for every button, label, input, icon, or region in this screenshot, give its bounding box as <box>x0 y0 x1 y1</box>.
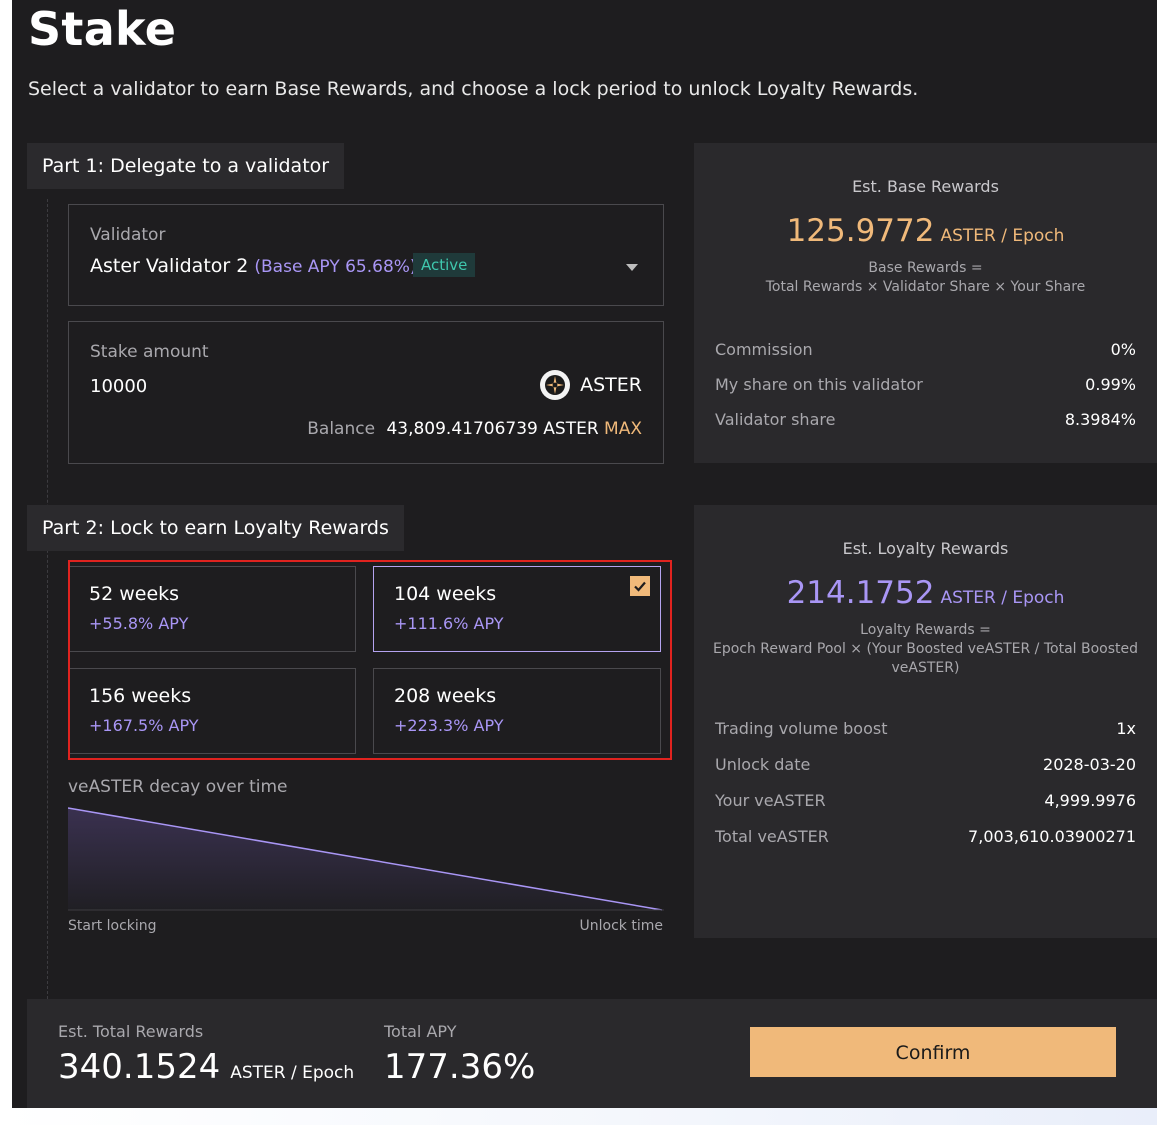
row-label: Validator share <box>715 410 836 429</box>
lock-option-weeks: 156 weeks <box>89 685 192 707</box>
base-rewards-unit: ASTER / Epoch <box>940 226 1065 246</box>
commission-row: Commission 0% <box>715 340 1136 362</box>
aster-token-icon <box>540 370 570 400</box>
total-rewards-label: Est. Total Rewards <box>58 1022 204 1041</box>
formula-line: Epoch Reward Pool × (Your Boosted veASTE… <box>712 641 1139 676</box>
total-rewards-amount: 340.1524 ASTER / Epoch <box>58 1047 354 1087</box>
step-connector <box>47 199 48 999</box>
stake-page: Stake Select a validator to earn Base Re… <box>12 0 1157 1108</box>
loyalty-rewards-amount: 214.1752 ASTER / Epoch <box>694 575 1157 611</box>
balance-value: 43,809.41706739 ASTER <box>386 419 599 439</box>
stake-amount-input[interactable] <box>90 374 390 398</box>
row-label: Total veASTER <box>715 827 829 846</box>
lock-option-208-weeks[interactable]: 208 weeks +223.3% APY <box>373 668 661 754</box>
decay-line <box>68 807 663 911</box>
lock-option-apy: +55.8% APY <box>89 614 189 633</box>
your-veaster-row: Your veASTER 4,999.9976 <box>715 791 1136 813</box>
balance-line: Balance 43,809.41706739 ASTER MAX <box>307 419 642 439</box>
formula-line: Loyalty Rewards = <box>860 622 991 638</box>
loyalty-rewards-panel: Est. Loyalty Rewards 214.1752 ASTER / Epo… <box>694 505 1157 938</box>
lock-option-apy: +167.5% APY <box>89 716 199 735</box>
validator-name: Aster Validator 2 (Base APY 65.68%) <box>90 255 417 277</box>
base-rewards-title: Est. Base Rewards <box>852 177 999 196</box>
loyalty-rewards-unit: ASTER / Epoch <box>940 588 1065 608</box>
page-title: Stake <box>28 2 177 56</box>
loyalty-rewards-value: 214.1752 <box>786 575 935 611</box>
validator-share-row: Validator share 8.3984% <box>715 410 1136 432</box>
status-badge: Active <box>413 253 476 277</box>
row-label: Your veASTER <box>715 791 826 810</box>
lock-option-104-weeks[interactable]: 104 weeks +111.6% APY <box>373 566 661 652</box>
row-value: 8.3984% <box>1064 410 1136 429</box>
checkbox-checked-icon[interactable] <box>630 576 650 596</box>
lock-option-52-weeks[interactable]: 52 weeks +55.8% APY <box>68 566 356 652</box>
lock-option-weeks: 52 weeks <box>89 583 180 605</box>
my-share-row: My share on this validator 0.99% <box>715 375 1136 397</box>
base-rewards-formula: Base Rewards = Total Rewards × Validator… <box>710 259 1141 297</box>
validator-select[interactable]: Validator Aster Validator 2 (Base APY 65… <box>68 204 664 306</box>
row-value: 0% <box>1110 340 1136 359</box>
loyalty-rewards-title: Est. Loyalty Rewards <box>842 539 1009 558</box>
row-value: 4,999.9976 <box>1044 791 1136 810</box>
row-label: Unlock date <box>715 755 811 774</box>
total-veaster-row: Total veASTER 7,003,610.03900271 <box>715 827 1136 849</box>
row-value: 0.99% <box>1085 375 1136 394</box>
base-rewards-panel: Est. Base Rewards 125.9772 ASTER / Epoch … <box>694 143 1157 463</box>
page-subtitle: Select a validator to earn Base Rewards,… <box>28 78 919 100</box>
validator-apy: (Base APY 65.68%) <box>254 257 417 277</box>
confirm-button[interactable]: Confirm <box>750 1027 1116 1077</box>
total-apy-label: Total APY <box>384 1022 457 1041</box>
lock-option-weeks: 208 weeks <box>394 685 497 707</box>
total-apy-value: 177.36% <box>384 1047 536 1087</box>
base-rewards-value: 125.9772 <box>786 213 935 249</box>
lock-option-weeks: 104 weeks <box>394 583 497 605</box>
row-value: 2028-03-20 <box>1043 755 1136 774</box>
lock-option-156-weeks[interactable]: 156 weeks +167.5% APY <box>68 668 356 754</box>
decay-chart <box>68 807 664 911</box>
part1-heading: Part 1: Delegate to a validator <box>27 143 345 189</box>
validator-name-text: Aster Validator 2 <box>90 255 249 277</box>
chevron-down-icon[interactable] <box>626 264 638 271</box>
row-value: 1x <box>1116 719 1136 738</box>
summary-footer: Est. Total Rewards 340.1524 ASTER / Epoch… <box>27 999 1157 1108</box>
part2-heading: Part 2: Lock to earn Loyalty Rewards <box>27 505 404 551</box>
row-label: My share on this validator <box>715 375 923 394</box>
token-symbol: ASTER <box>580 374 642 396</box>
decay-chart-title: veASTER decay over time <box>68 777 288 797</box>
lock-option-apy: +111.6% APY <box>394 614 504 633</box>
lock-option-apy: +223.3% APY <box>394 716 504 735</box>
decay-start-label: Start locking <box>68 918 157 934</box>
total-rewards-unit: ASTER / Epoch <box>230 1063 355 1083</box>
balance-label: Balance <box>307 419 376 439</box>
unlock-date-row: Unlock date 2028-03-20 <box>715 755 1136 777</box>
formula-line: Base Rewards = <box>868 260 983 276</box>
decay-end-label: Unlock time <box>579 918 663 934</box>
validator-label: Validator <box>90 225 166 245</box>
page-bottom-strip <box>0 1108 1157 1125</box>
selection-highlight-frame <box>68 560 672 760</box>
max-button[interactable]: MAX <box>604 419 642 439</box>
total-rewards-value: 340.1524 <box>58 1047 221 1087</box>
base-rewards-amount: 125.9772 ASTER / Epoch <box>694 213 1157 249</box>
row-label: Commission <box>715 340 813 359</box>
row-label: Trading volume boost <box>715 719 888 738</box>
stake-amount-box: Stake amount ASTER Balance 43,809.417067… <box>68 321 664 464</box>
loyalty-rewards-formula: Loyalty Rewards = Epoch Reward Pool × (Y… <box>710 621 1141 678</box>
trading-volume-boost-row: Trading volume boost 1x <box>715 719 1136 741</box>
stake-amount-label: Stake amount <box>90 342 209 362</box>
row-value: 7,003,610.03900271 <box>968 827 1136 846</box>
formula-line: Total Rewards × Validator Share × Your S… <box>765 279 1086 295</box>
